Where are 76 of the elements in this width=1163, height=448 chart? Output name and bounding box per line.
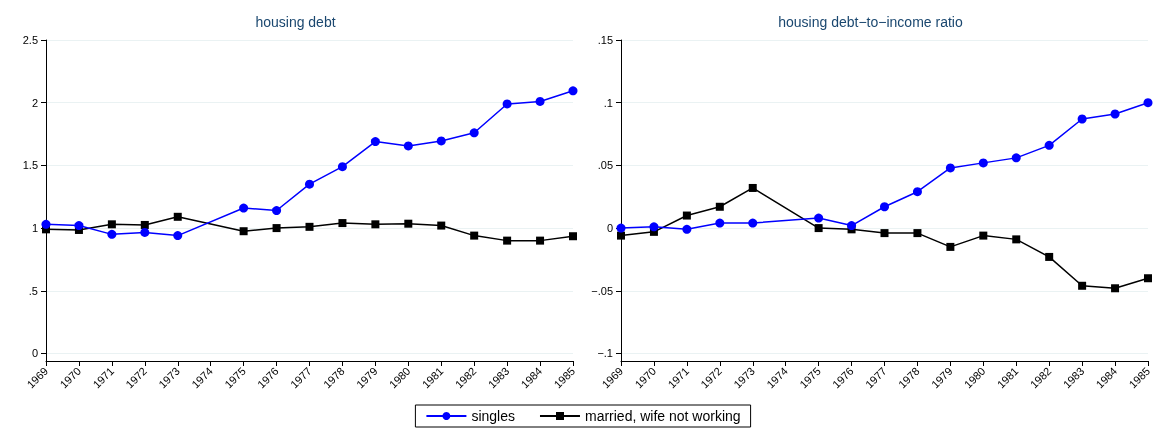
point bbox=[682, 224, 692, 234]
point bbox=[502, 99, 512, 109]
point bbox=[272, 224, 281, 233]
point bbox=[616, 223, 626, 233]
point bbox=[1077, 114, 1087, 124]
point bbox=[107, 229, 117, 239]
point bbox=[469, 128, 479, 138]
y-tick-label: −.05 bbox=[591, 284, 613, 297]
point bbox=[173, 212, 182, 221]
point bbox=[140, 220, 149, 229]
point bbox=[979, 231, 988, 240]
point bbox=[715, 218, 725, 228]
point bbox=[140, 227, 150, 237]
point bbox=[305, 179, 314, 189]
y-tick-label: 0 bbox=[606, 222, 613, 235]
point bbox=[470, 231, 479, 240]
point bbox=[880, 229, 889, 238]
point bbox=[1144, 274, 1152, 283]
chart-title: housing debt bbox=[255, 14, 336, 30]
point bbox=[617, 231, 625, 240]
point bbox=[404, 219, 413, 228]
point bbox=[239, 227, 248, 236]
point bbox=[1143, 98, 1153, 108]
point bbox=[74, 221, 84, 231]
point bbox=[978, 158, 988, 168]
point bbox=[370, 137, 380, 147]
point bbox=[41, 219, 51, 229]
point bbox=[337, 162, 347, 172]
point bbox=[403, 141, 413, 151]
point bbox=[371, 220, 380, 229]
point bbox=[748, 218, 758, 228]
point bbox=[535, 96, 545, 106]
legend-label: singles bbox=[471, 408, 515, 424]
point bbox=[1078, 281, 1087, 290]
point bbox=[569, 232, 577, 241]
point bbox=[913, 229, 922, 238]
point bbox=[1111, 284, 1120, 293]
point bbox=[682, 211, 691, 220]
point bbox=[437, 221, 446, 230]
point bbox=[1012, 235, 1021, 244]
point bbox=[814, 224, 823, 233]
point bbox=[568, 86, 578, 96]
y-tick-label: .1 bbox=[603, 96, 613, 109]
y-tick-label: .5 bbox=[28, 284, 38, 297]
point bbox=[945, 163, 955, 173]
y-tick-label: .05 bbox=[597, 159, 613, 172]
point bbox=[880, 202, 889, 212]
point bbox=[272, 206, 282, 216]
y-tick-label: 2 bbox=[31, 96, 38, 109]
point bbox=[1044, 140, 1054, 150]
point bbox=[912, 187, 922, 197]
y-tick-label: −.1 bbox=[597, 347, 613, 360]
point bbox=[239, 203, 249, 213]
y-tick-label: 1.5 bbox=[22, 159, 38, 172]
chart-title: housing debt−to−income ratio bbox=[778, 14, 963, 30]
point bbox=[1110, 109, 1120, 119]
point bbox=[503, 236, 512, 245]
point bbox=[715, 202, 724, 211]
point bbox=[814, 213, 824, 223]
y-tick-label: 0 bbox=[31, 347, 38, 360]
point bbox=[338, 219, 347, 228]
y-tick-label: .15 bbox=[597, 34, 613, 46]
point bbox=[173, 231, 183, 241]
point bbox=[536, 236, 545, 245]
point bbox=[847, 221, 857, 231]
point bbox=[436, 136, 446, 146]
y-tick-label: 1 bbox=[31, 222, 38, 235]
point bbox=[1045, 252, 1054, 261]
point bbox=[107, 220, 116, 229]
y-tick-label: 2.5 bbox=[22, 34, 38, 46]
point bbox=[649, 222, 659, 232]
legend-label: married, wife not working bbox=[584, 408, 741, 424]
point bbox=[1011, 153, 1021, 163]
point bbox=[305, 222, 314, 231]
point bbox=[946, 242, 955, 251]
point bbox=[748, 183, 757, 192]
